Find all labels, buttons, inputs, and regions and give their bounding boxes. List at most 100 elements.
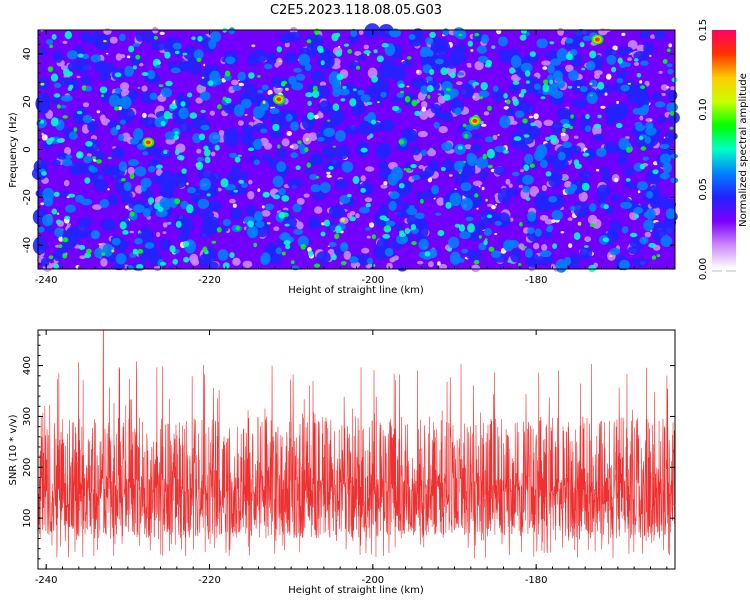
heatmap-speckle	[523, 134, 530, 138]
heatmap-speckle	[292, 203, 302, 213]
heatmap-speckle	[297, 140, 302, 145]
heatmap-speckle	[551, 82, 559, 88]
heatmap-speckle	[388, 200, 397, 211]
heatmap-speckle	[306, 39, 312, 44]
heatmap-speckle	[342, 85, 347, 89]
heatmap-speckle	[255, 220, 265, 228]
heatmap-speckle	[478, 235, 482, 239]
heatmap-speckle	[648, 242, 656, 248]
heatmap-speckle	[498, 49, 509, 57]
heatmap-speckle	[261, 205, 265, 209]
heatmap-speckle	[313, 114, 319, 120]
heatmap-speckle	[364, 23, 381, 38]
heatmap-speckle	[54, 227, 64, 238]
heatmap-speckle	[328, 165, 334, 170]
heatmap-speckle	[560, 132, 566, 137]
heatmap-speckle	[612, 45, 618, 51]
heatmap-speckle	[248, 72, 255, 79]
y-tick-label: 20	[22, 95, 33, 108]
heatmap-speckle	[627, 246, 641, 255]
heatmap-speckle	[503, 93, 508, 99]
heatmap-speckle	[312, 89, 320, 98]
heatmap-speckle	[229, 252, 235, 259]
heatmap-speckle	[227, 189, 236, 197]
heatmap-speckle	[601, 172, 612, 182]
heatmap-speckle	[445, 201, 452, 209]
heatmap-speckle	[296, 197, 305, 205]
heatmap-speckle	[138, 62, 144, 67]
heatmap-speckle	[344, 125, 360, 135]
heatmap-speckle	[264, 63, 273, 70]
heatmap-speckle	[89, 36, 102, 45]
heatmap-speckle	[510, 249, 521, 263]
heatmap-speckle	[352, 88, 357, 92]
heatmap-speckle	[360, 94, 371, 103]
heatmap-speckle	[81, 53, 90, 60]
heatmap-speckle	[352, 175, 360, 185]
heatmap-speckle	[459, 231, 471, 240]
heatmap-speckle	[534, 83, 541, 90]
heatmap-speckle	[233, 189, 238, 193]
heatmap-speckle	[440, 166, 446, 172]
heatmap-speckle	[108, 194, 119, 206]
heatmap-speckle	[433, 121, 440, 129]
heatmap-speckle	[293, 67, 302, 73]
heatmap-speckle	[453, 27, 465, 38]
heatmap-speckle	[337, 46, 341, 48]
heatmap-speckle	[634, 58, 639, 62]
heatmap-speckle	[357, 89, 365, 96]
heatmap-speckle	[326, 174, 332, 178]
heatmap-speckle	[261, 154, 273, 163]
spectrogram-y-axis-label: Frequency (Hz)	[8, 112, 19, 188]
heatmap-speckle	[392, 255, 399, 261]
heatmap-speckle	[429, 31, 436, 38]
heatmap-speckle	[542, 83, 550, 93]
heatmap-speckle	[96, 110, 101, 114]
heatmap-speckle	[482, 153, 488, 160]
heatmap-speckle	[428, 261, 434, 268]
heatmap-speckle	[556, 107, 572, 120]
snr-y-axis-label: SNR (10 * v/v)	[8, 414, 19, 485]
heatmap-speckle	[173, 134, 180, 140]
heatmap-speckle	[276, 46, 282, 53]
heatmap-speckle	[41, 171, 47, 176]
heatmap-speckle	[411, 241, 417, 246]
heatmap-speckle	[401, 60, 413, 68]
heatmap-speckle	[262, 100, 266, 105]
heatmap-speckle	[666, 63, 673, 68]
heatmap-speckle	[660, 235, 673, 247]
heatmap-speckle	[560, 231, 565, 234]
heatmap-speckle	[128, 159, 139, 167]
heatmap-speckle	[396, 92, 405, 98]
heatmap-speckle	[132, 42, 140, 47]
heatmap-speckle	[619, 259, 630, 271]
heatmap-speckle	[365, 203, 371, 208]
spectrogram-heatmap	[31, 23, 680, 273]
heatmap-speckle	[606, 103, 621, 120]
heatmap-speckle	[300, 243, 306, 250]
heatmap-speckle	[385, 226, 389, 229]
heatmap-speckle	[62, 253, 68, 259]
heatmap-speckle	[49, 137, 55, 142]
heatmap-speckle	[261, 210, 271, 217]
heatmap-speckle	[288, 75, 297, 85]
heatmap-speckle	[99, 86, 108, 94]
heatmap-speckle	[65, 204, 76, 213]
heatmap-speckle	[176, 155, 185, 161]
heatmap-speckle	[364, 197, 373, 203]
heatmap-speckle	[291, 265, 300, 271]
heatmap-speckle	[400, 90, 405, 94]
heatmap-speckle	[60, 104, 67, 109]
heatmap-speckle	[429, 147, 434, 150]
heatmap-speckle	[76, 75, 81, 79]
heatmap-speckle	[474, 32, 480, 37]
heatmap-speckle	[515, 110, 525, 118]
heatmap-speckle	[111, 249, 115, 253]
heatmap-speckle	[134, 238, 143, 245]
heatmap-speckle	[174, 50, 180, 55]
heatmap-speckle	[144, 242, 155, 249]
heatmap-speckle	[290, 121, 299, 131]
heatmap-speckle	[414, 110, 421, 116]
colorbar-label: Normalized spectral amplitude	[738, 73, 749, 227]
heatmap-speckle	[189, 253, 199, 264]
